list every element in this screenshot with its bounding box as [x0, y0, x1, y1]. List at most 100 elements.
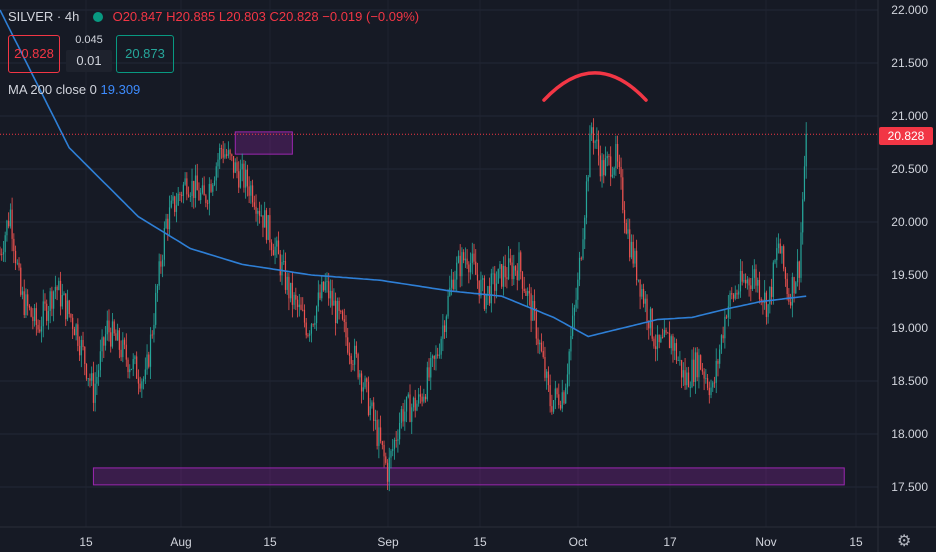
- candle-body: [309, 333, 311, 336]
- x-tick-label: 17: [663, 535, 677, 549]
- zone-rectangle[interactable]: [234, 131, 293, 155]
- candle-body: [786, 278, 788, 295]
- candle-body: [694, 352, 697, 382]
- candle-body: [139, 383, 141, 389]
- candle-body: [30, 307, 32, 317]
- x-tick-label: Oct: [568, 535, 588, 549]
- candle-body: [698, 355, 700, 378]
- x-tick-label: 15: [473, 535, 487, 549]
- candle-body: [803, 166, 806, 200]
- candle-body: [89, 378, 91, 381]
- settings-gear-icon[interactable]: ⚙: [897, 533, 912, 550]
- candle-body: [727, 306, 729, 318]
- candle-body: [407, 394, 409, 397]
- y-tick-label: 21.500: [891, 56, 928, 70]
- candle-body: [611, 174, 614, 177]
- candle-body: [151, 334, 153, 336]
- candle-body: [632, 241, 634, 264]
- candle-body: [302, 309, 304, 311]
- candle-body: [442, 325, 444, 339]
- candle-body: [456, 262, 458, 280]
- candle-body: [11, 209, 13, 239]
- quantity-input[interactable]: 0.01: [66, 50, 112, 72]
- candle-body: [321, 281, 323, 299]
- candle-body: [18, 262, 20, 268]
- interval[interactable]: 4h: [64, 9, 80, 24]
- top-arc-annotation: [542, 71, 648, 102]
- candle-body: [414, 397, 416, 411]
- candle-body: [568, 351, 570, 375]
- candle-body: [179, 193, 181, 195]
- candle-body: [243, 163, 245, 188]
- candle-body: [267, 215, 269, 240]
- candle-body: [483, 278, 485, 309]
- candle-body: [8, 220, 10, 227]
- candle-body: [599, 155, 601, 177]
- candle-body: [649, 308, 652, 329]
- candle-body: [587, 177, 589, 182]
- candle-body: [520, 252, 522, 272]
- candle-body: [347, 337, 349, 353]
- candle-body: [539, 342, 541, 345]
- candle-body: [234, 162, 236, 173]
- candle-body: [504, 265, 506, 278]
- candle-body: [779, 243, 781, 254]
- candle-body: [719, 349, 721, 364]
- candle-body: [27, 294, 29, 306]
- candle-body: [44, 301, 46, 304]
- candle-body: [549, 385, 551, 407]
- candle-body: [805, 134, 807, 167]
- candle-body: [452, 279, 454, 290]
- candle-body: [277, 240, 280, 255]
- candle-body: [494, 273, 496, 291]
- candle-body: [103, 337, 105, 346]
- buy-button[interactable]: 20.873: [116, 35, 174, 73]
- candle-body: [556, 388, 558, 395]
- candle-body: [46, 303, 48, 321]
- last-price-label: 20.828: [879, 127, 933, 145]
- candle-body: [551, 406, 553, 412]
- candle-body: [424, 396, 427, 400]
- candle-body: [471, 253, 473, 263]
- symbol-name[interactable]: SILVER: [8, 9, 54, 24]
- candle-body: [317, 292, 319, 307]
- zone-rectangle[interactable]: [92, 467, 845, 486]
- candle-body: [265, 210, 268, 240]
- sell-button[interactable]: 20.828: [8, 35, 60, 73]
- candle-body: [495, 283, 498, 291]
- candle-body: [341, 311, 344, 320]
- candle-body: [212, 184, 214, 192]
- candle-body: [160, 261, 162, 267]
- y-tick-label: 19.000: [891, 321, 928, 335]
- candle-body: [181, 194, 183, 196]
- candle-body: [393, 439, 396, 450]
- candle-body: [248, 186, 250, 196]
- candle-body: [360, 373, 363, 392]
- candle-body: [530, 293, 532, 321]
- candle-body: [784, 268, 787, 279]
- candle-body: [739, 271, 742, 292]
- candle-body: [359, 373, 361, 378]
- candle-body: [189, 196, 191, 197]
- candle-body: [431, 355, 434, 359]
- candle-body: [409, 394, 411, 422]
- candle-body: [457, 255, 460, 263]
- candle-body: [58, 280, 60, 291]
- candle-body: [210, 183, 212, 192]
- candle-body: [449, 287, 451, 296]
- candle-body: [56, 286, 58, 291]
- ma-legend[interactable]: MA 200 close 0 19.309: [8, 82, 140, 97]
- candle-body: [440, 338, 442, 355]
- candle-body: [622, 177, 624, 211]
- candle-body: [136, 356, 138, 379]
- candle-body: [99, 351, 101, 371]
- candle-body: [16, 262, 18, 264]
- candle-body: [357, 354, 359, 378]
- candle-body: [426, 367, 428, 400]
- candle-body: [162, 259, 164, 267]
- candle-body: [196, 175, 198, 191]
- candle-body: [585, 181, 588, 218]
- candle-body: [428, 367, 430, 378]
- candle-body: [149, 334, 152, 367]
